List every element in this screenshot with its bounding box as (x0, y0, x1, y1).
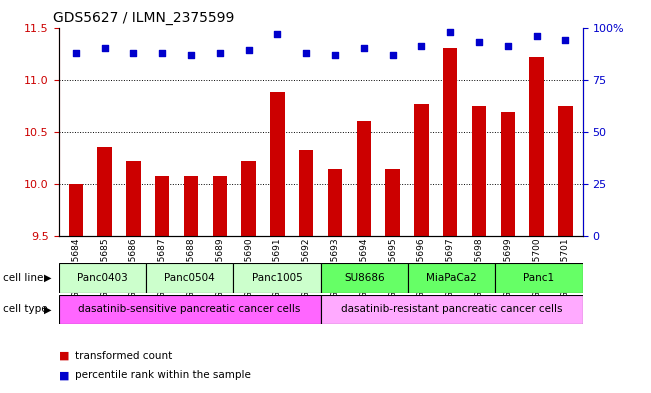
Point (531, 33, 542, 39)
Text: percentile rank within the sample: percentile rank within the sample (75, 370, 251, 380)
Point (474, 39, 484, 45)
Bar (98, 147, 112, 236)
Text: SU8686: SU8686 (344, 273, 385, 283)
Text: dasatinib-sensitive pancreatic cancer cells: dasatinib-sensitive pancreatic cancer ce… (78, 305, 301, 314)
Bar (213, 176, 227, 236)
Point (503, 43, 513, 50)
Bar (414, 103, 428, 236)
Bar (59, 263, 146, 293)
Text: cell type: cell type (3, 305, 48, 314)
Bar (320, 263, 408, 293)
Text: Panc1: Panc1 (523, 273, 555, 283)
Text: Panc0403: Panc0403 (77, 273, 128, 283)
Point (215, 50, 225, 56)
Bar (59, 295, 320, 324)
Point (445, 29, 456, 35)
Bar (233, 263, 320, 293)
Bar (68, 184, 83, 236)
Bar (155, 176, 169, 236)
Bar (320, 295, 583, 324)
Point (71, 50, 81, 56)
Bar (184, 176, 199, 236)
Bar (495, 263, 583, 293)
Bar (242, 161, 256, 236)
Bar (501, 112, 515, 236)
Bar (328, 169, 342, 236)
Point (186, 51, 196, 58)
Point (272, 31, 283, 37)
Point (387, 51, 398, 58)
Bar (385, 169, 400, 236)
Text: Panc1005: Panc1005 (251, 273, 302, 283)
Text: transformed count: transformed count (75, 351, 172, 361)
Text: ■: ■ (59, 351, 69, 361)
Point (560, 37, 570, 43)
Text: dasatinib-resistant pancreatic cancer cells: dasatinib-resistant pancreatic cancer ce… (341, 305, 562, 314)
Point (301, 50, 311, 56)
Point (100, 45, 110, 51)
Text: ■: ■ (59, 370, 69, 380)
Point (157, 50, 167, 56)
Point (243, 47, 254, 53)
Text: cell line: cell line (3, 273, 44, 283)
Text: ▶: ▶ (44, 305, 52, 314)
Point (128, 50, 139, 56)
Bar (529, 57, 544, 236)
Bar (357, 121, 371, 236)
Bar (443, 48, 458, 236)
Bar (146, 263, 233, 293)
Bar (299, 151, 313, 236)
Text: Panc0504: Panc0504 (164, 273, 215, 283)
Text: MiaPaCa2: MiaPaCa2 (426, 273, 477, 283)
Text: GDS5627 / ILMN_2375599: GDS5627 / ILMN_2375599 (53, 11, 235, 25)
Bar (126, 161, 141, 236)
Bar (472, 106, 486, 236)
Bar (558, 106, 573, 236)
Point (416, 43, 426, 50)
Point (330, 51, 340, 58)
Text: ▶: ▶ (44, 273, 52, 283)
Bar (270, 92, 284, 236)
Bar (408, 263, 495, 293)
Point (359, 45, 369, 51)
